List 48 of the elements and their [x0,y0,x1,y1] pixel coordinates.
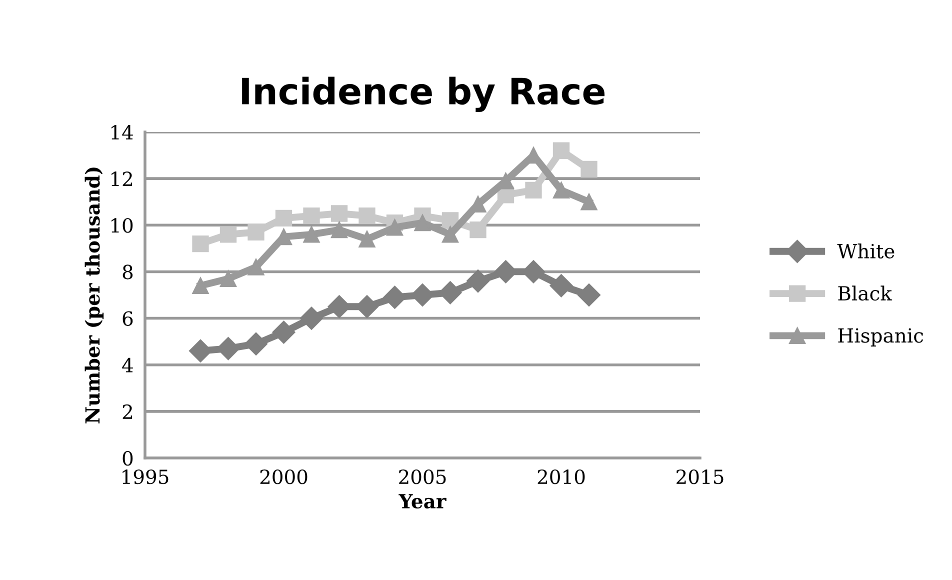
point [303,207,320,224]
point [386,219,404,236]
point [580,194,598,210]
point [358,207,376,224]
point [414,214,431,232]
y-tick-label: 8 [122,264,133,280]
y-tick-label: 2 [122,404,132,419]
x-tick-label: 2010 [538,469,585,484]
point [411,284,434,306]
point [578,284,600,306]
point [330,221,348,238]
point [244,332,268,356]
point [192,235,209,252]
point [303,226,320,243]
legend-label: White [837,243,894,258]
point [272,320,296,344]
y-tick-label: 10 [112,218,133,233]
point [550,274,573,298]
point [248,258,264,276]
legend-label: Hispanic [838,328,924,347]
y-tick-label: 12 [112,172,132,186]
y-tick-label: 6 [122,311,133,326]
point [220,270,237,288]
point [192,277,209,294]
x-axis-title: Year [398,494,446,509]
y-tick-label: 14 [112,124,133,140]
point [552,142,570,159]
x-tick-label: 2015 [676,469,724,484]
x-tick-label: 2005 [399,469,446,484]
point [466,270,490,293]
x-tick-label: 2000 [260,469,308,484]
point [580,160,598,178]
chart-title: Incidence by Race [242,76,604,112]
point [470,221,486,238]
point [442,226,459,243]
point [220,226,237,243]
point [248,224,264,240]
point [330,205,348,222]
point [300,306,323,330]
y-tick-label: 0 [122,450,133,466]
point [525,182,542,199]
legend-label: Black [838,286,892,301]
point [275,210,292,226]
point [358,230,376,248]
y-axis-title: Number (per thousand) [84,168,104,424]
x-tick-label: 1995 [122,469,168,484]
y-tick-label: 4 [122,358,133,372]
point [552,182,570,199]
